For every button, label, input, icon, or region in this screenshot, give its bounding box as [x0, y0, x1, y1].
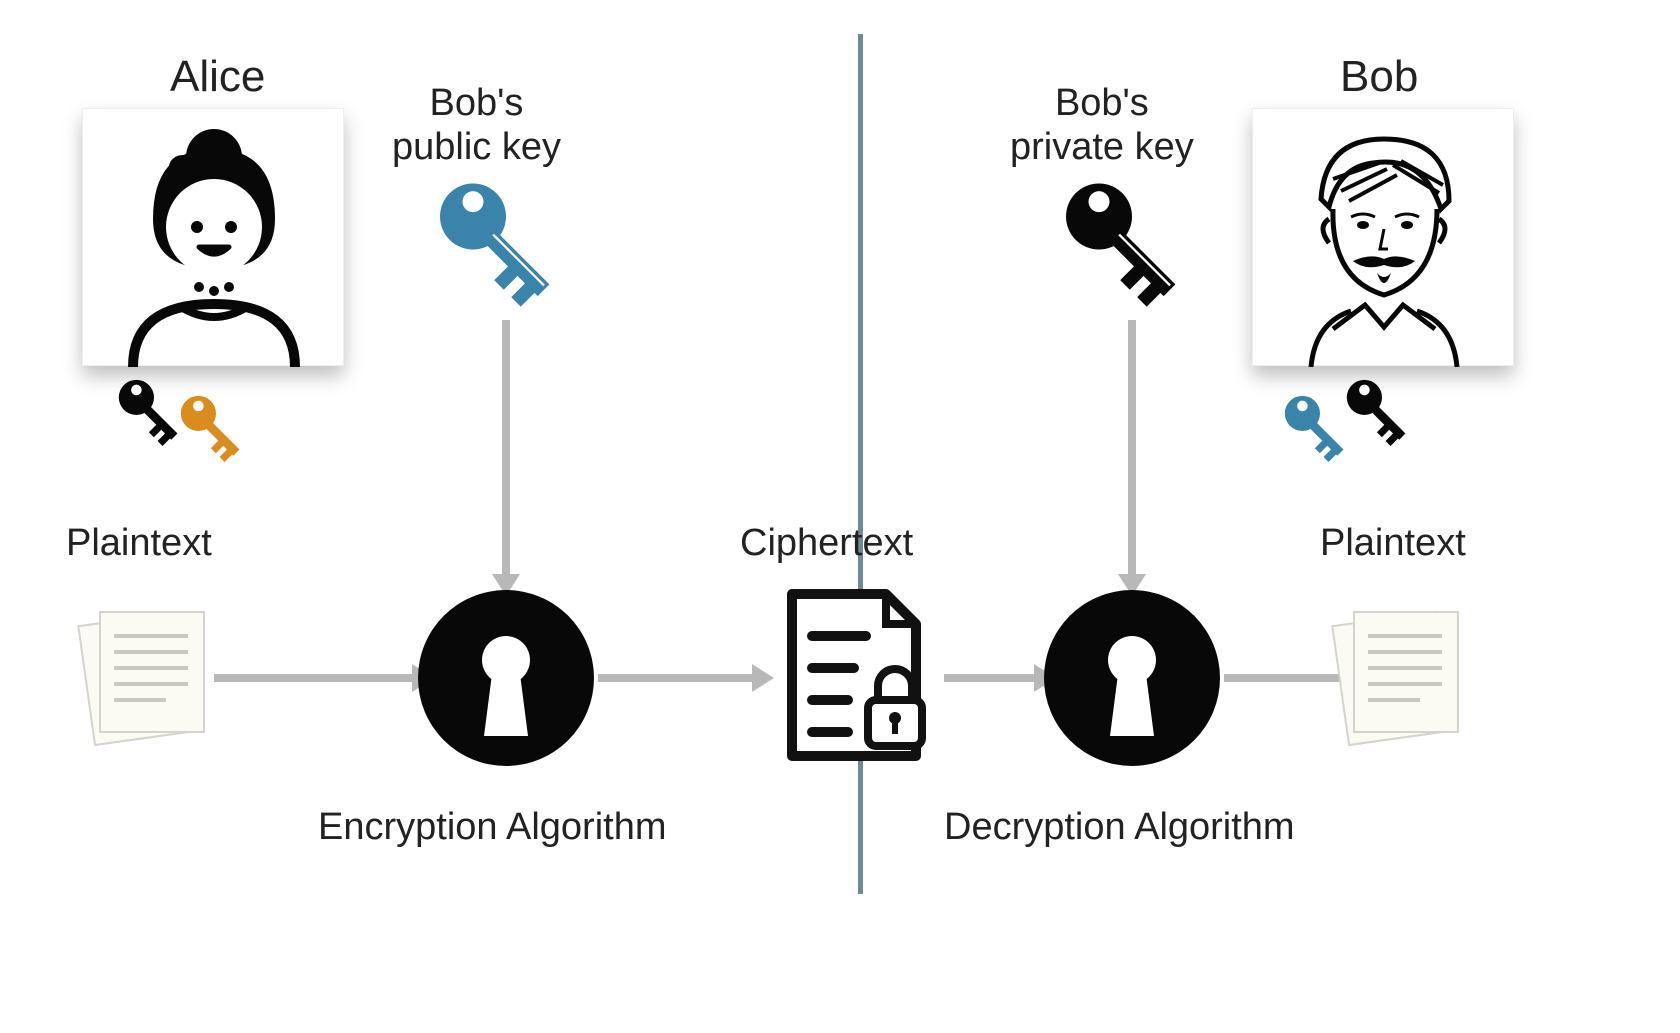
bob-label: Bob — [1340, 52, 1418, 102]
ciphertext-label: Ciphertext — [740, 522, 913, 565]
bob-public-key-icon — [428, 180, 578, 330]
encryption-keyhole-icon — [416, 588, 596, 768]
plaintext-out-document-icon — [1310, 592, 1480, 762]
bob-private-key-small-icon — [1338, 376, 1426, 464]
decryption-keyhole-icon — [1042, 588, 1222, 768]
bob-private-key-icon — [1054, 180, 1204, 330]
arrow-privkey-to-decrypt — [1128, 320, 1136, 576]
arrow-cipher-to-decrypt — [944, 674, 1036, 682]
alice-card — [82, 108, 344, 366]
plaintext-in-label: Plaintext — [66, 522, 212, 565]
alice-label: Alice — [170, 52, 265, 102]
arrow-plain-to-encrypt — [214, 674, 414, 682]
bob-private-key-label: Bob's private key — [1010, 82, 1194, 169]
plaintext-in-document-icon — [56, 592, 226, 762]
encryption-label: Encryption Algorithm — [318, 806, 667, 849]
decryption-label: Decryption Algorithm — [944, 806, 1295, 849]
bob-public-key-label: Bob's public key — [392, 82, 561, 169]
bob-card — [1252, 108, 1514, 366]
bob-avatar-icon — [1253, 109, 1515, 367]
alice-public-key-icon — [172, 392, 260, 480]
arrow-encrypt-to-cipher — [598, 674, 754, 682]
arrow-pubkey-to-encrypt — [502, 320, 510, 576]
alice-avatar-icon — [83, 109, 345, 367]
plaintext-out-label: Plaintext — [1320, 522, 1466, 565]
ciphertext-document-lock-icon — [770, 580, 940, 770]
